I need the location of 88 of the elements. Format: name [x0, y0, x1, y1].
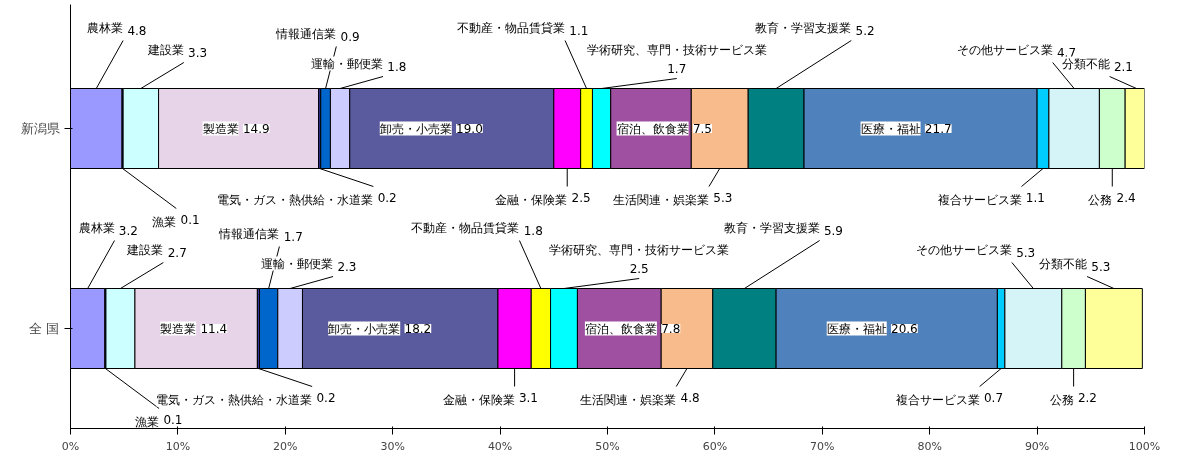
- data-label: 5.3: [1016, 245, 1036, 260]
- data-label: 2.3: [337, 259, 357, 274]
- data-label: 19.0: [456, 122, 483, 136]
- text: 運輸・郵便業: [311, 56, 384, 71]
- data-label: 3.2: [118, 223, 138, 238]
- data-label: 1.8: [523, 223, 543, 238]
- text: 複合サービス業: [937, 192, 1022, 207]
- series-label: 生活関連・娯楽業: [612, 192, 709, 207]
- data-label: 11.4: [200, 322, 228, 336]
- text: 生活関連・娯楽業: [580, 392, 677, 407]
- text: 農林業: [87, 20, 124, 35]
- data-label: 5.3: [713, 190, 733, 205]
- data-label: 0.9: [340, 29, 360, 44]
- data-label: 0.1: [180, 212, 200, 227]
- text: 宿泊、飲食業: [584, 321, 657, 336]
- data-label: 2.5: [571, 190, 591, 205]
- data-label: 1.7: [667, 61, 687, 76]
- x-tick-label: 20%: [273, 439, 298, 453]
- x-tick-label: 40%: [487, 439, 513, 453]
- data-label: 21.7: [924, 122, 952, 136]
- x-tick-label: 60%: [702, 439, 728, 453]
- series-label: 製造業: [160, 321, 197, 336]
- text: 漁業: [152, 214, 177, 229]
- x-tick-label: 100%: [1128, 439, 1161, 453]
- text: 製造業: [202, 121, 239, 136]
- data-label: 7.5: [692, 122, 712, 136]
- data-label: 3.1: [518, 390, 538, 405]
- text: 情報通信業: [218, 226, 280, 241]
- text: 卸売・小売業: [379, 121, 452, 136]
- text: 学術研究、専門・技術サービス業: [586, 42, 767, 57]
- y-tick-label: 全 国: [29, 321, 60, 336]
- data-label: 14.9: [242, 122, 270, 136]
- text: 複合サービス業: [895, 392, 980, 407]
- data-label: 0.2: [316, 390, 336, 405]
- text: 金融・保険業: [442, 392, 515, 407]
- series-label: 公務: [1088, 192, 1113, 207]
- y-tick-label: 新潟県: [20, 121, 60, 136]
- data-label: 1.8: [387, 59, 407, 74]
- text: 分類不能: [1061, 56, 1110, 71]
- text: 電気・ガス・熱供給・水道業: [156, 392, 313, 407]
- text: 教育・学習支援業: [755, 20, 852, 35]
- x-tick-label: 0%: [61, 439, 80, 453]
- series-label: 医療・福祉: [860, 121, 921, 136]
- data-label: 2.7: [167, 245, 187, 260]
- text: 教育・学習支援業: [723, 220, 820, 235]
- data-label: 5.2: [855, 23, 875, 38]
- data-label: 4.8: [680, 390, 700, 405]
- x-tick-label: 70%: [810, 439, 835, 453]
- x-tick-label: 10%: [165, 439, 191, 453]
- series-label: 金融・保険業: [495, 192, 568, 207]
- data-label: 3.3: [188, 45, 208, 60]
- x-tick-label: 30%: [380, 439, 405, 453]
- data-label: 7.8: [661, 322, 681, 336]
- x-tick-label: 50%: [595, 439, 620, 453]
- text: 医療・福祉: [826, 321, 887, 336]
- data-label: 0.7: [983, 390, 1004, 405]
- text: その他サービス業: [956, 42, 1053, 57]
- data-label: 2.2: [1077, 390, 1098, 405]
- text: その他サービス業: [915, 242, 1012, 257]
- x-tick-label: 90%: [1024, 439, 1050, 453]
- data-label: 1.1: [569, 23, 589, 38]
- data-label: 4.8: [127, 23, 147, 38]
- series-label: 宿泊、飲食業: [616, 121, 689, 136]
- text: 農林業: [78, 220, 115, 235]
- data-label: 0.1: [163, 412, 183, 427]
- data-label: 5.9: [823, 223, 843, 238]
- text: 不動産・物品賃貸業: [411, 220, 520, 235]
- x-tick-label: 80%: [917, 439, 942, 453]
- series-label: 分類不能: [1039, 256, 1088, 271]
- data-label: 2.1: [1113, 59, 1133, 74]
- text: 学術研究、専門・技術サービス業: [549, 242, 730, 257]
- series-label: 卸売・小売業: [328, 321, 401, 336]
- text: 漁業: [135, 414, 160, 429]
- data-label: 1.7: [283, 229, 303, 244]
- data-label: 2.5: [629, 261, 649, 276]
- text: 電気・ガス・熱供給・水道業: [217, 192, 374, 207]
- text: 公務: [1049, 392, 1074, 407]
- text: 運輸・郵便業: [261, 256, 334, 271]
- data-label: 2.4: [1116, 190, 1136, 205]
- text: 建設業: [146, 42, 184, 57]
- text: 情報通信業: [276, 26, 337, 41]
- text: 建設業: [127, 242, 164, 257]
- data-label: 1.1: [1025, 190, 1045, 205]
- data-label: 18.2: [404, 322, 432, 336]
- data-label: 5.3: [1091, 259, 1111, 274]
- data-label: 0.2: [377, 190, 397, 205]
- data-label: 20.6: [891, 322, 918, 336]
- text: 不動産・物品賃貸業: [457, 20, 566, 35]
